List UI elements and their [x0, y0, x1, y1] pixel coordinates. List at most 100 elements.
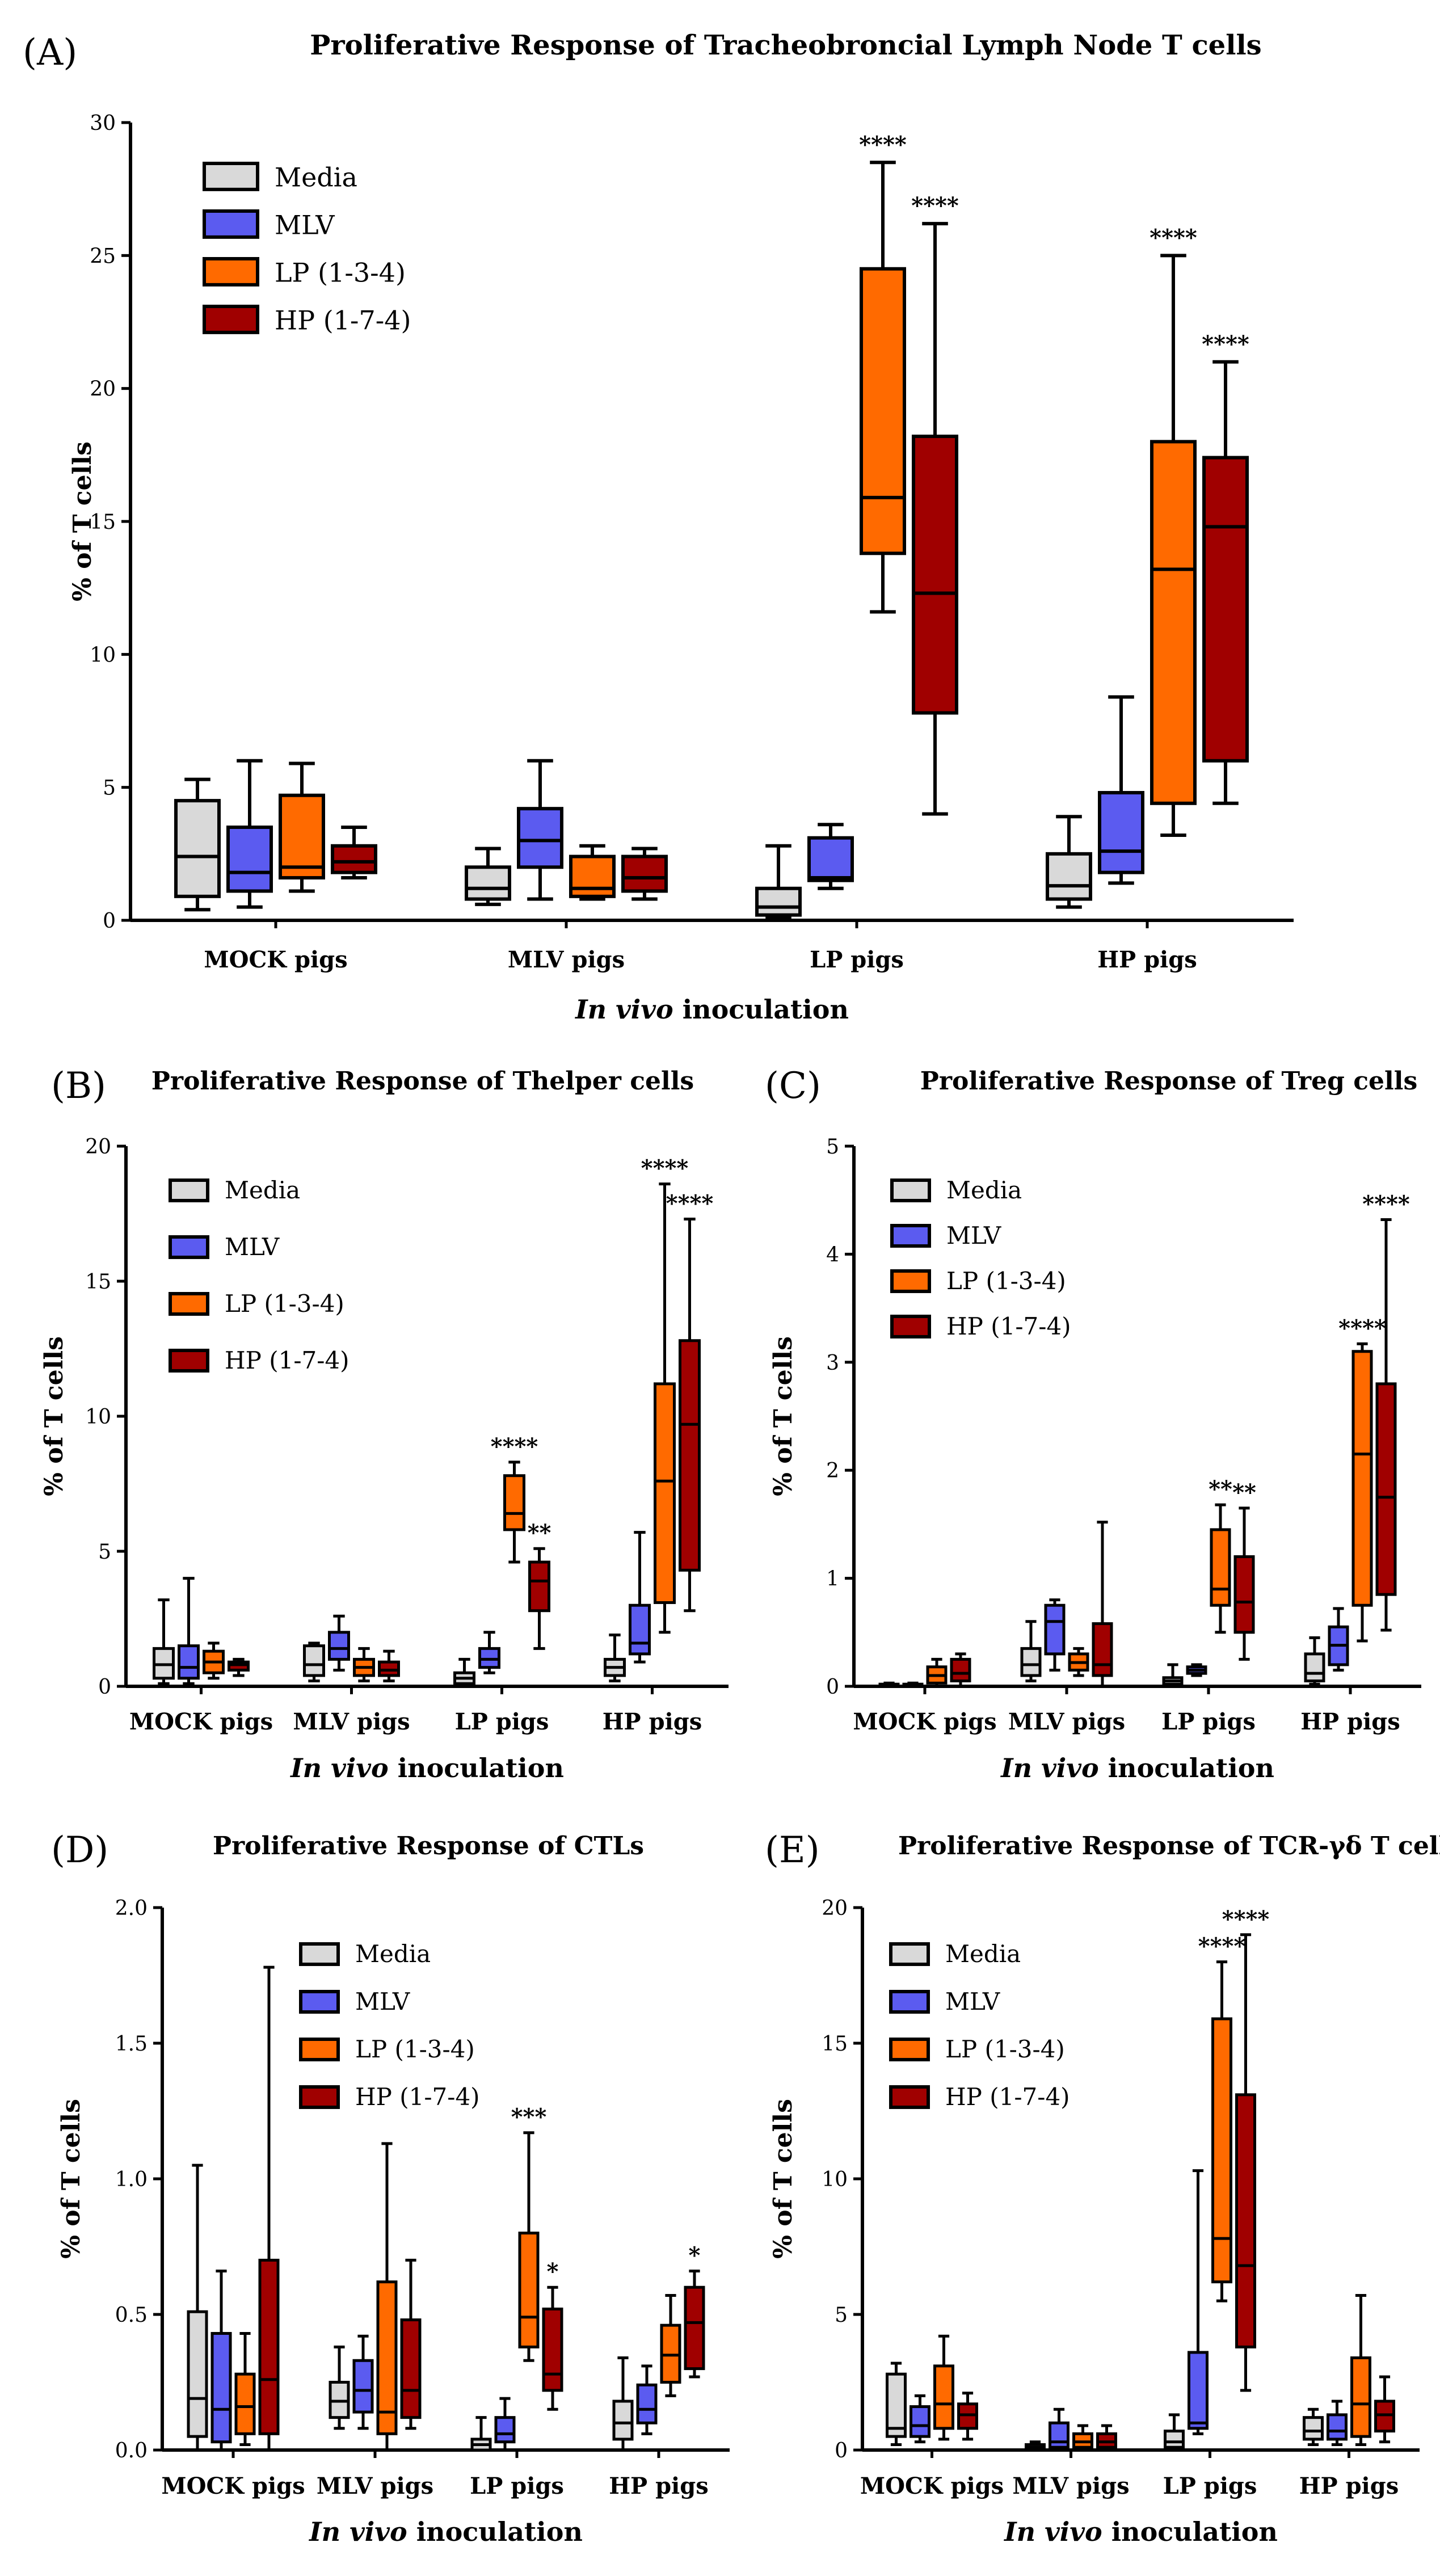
- box-lp-1-3-4: ****: [1198, 1933, 1246, 2303]
- box-mlv: [478, 1631, 500, 1674]
- legend-swatch: [889, 1942, 930, 1966]
- box-mlv: [352, 2334, 374, 2430]
- x-axis-label-rest: inoculation: [673, 994, 849, 1025]
- iqr-box: [1303, 2416, 1324, 2441]
- x-tick-label: HP pigs: [603, 1708, 702, 1735]
- iqr-box: [654, 1382, 676, 1604]
- box-hp-1-7-4: **: [1232, 1479, 1256, 1661]
- x-axis-label-rest: inoculation: [1102, 2516, 1278, 2547]
- box-lp-1-3-4: [1350, 2294, 1371, 2446]
- x-tick-label: HP pigs: [1299, 2473, 1399, 2499]
- x-axis-label-italic: In vivo: [1000, 1753, 1099, 1783]
- iqr-box: [1049, 2421, 1070, 2449]
- box-lp-1-3-4: [376, 2142, 398, 2452]
- iqr-box: [755, 886, 802, 917]
- legend-label: LP (1-3-4): [225, 1290, 344, 1318]
- panel-e: (E) Proliferative Response of TCR-γδ T ce…: [765, 1829, 1440, 2547]
- box-lp-1-3-4: **: [1209, 1476, 1232, 1634]
- box-media: [465, 847, 511, 906]
- box-hp-1-7-4: [400, 2258, 422, 2430]
- y-tick-label: 3: [826, 1352, 839, 1375]
- box-media: [1164, 2413, 1185, 2452]
- chart-title: Proliferative Response of Thelper cells: [151, 1067, 694, 1096]
- iqr-box: [1235, 2093, 1256, 2348]
- iqr-box: [226, 825, 273, 893]
- x-tick-label: MLV pigs: [293, 1708, 410, 1735]
- y-axis-label: % of T cells: [68, 441, 97, 601]
- x-tick-label: HP pigs: [1300, 1708, 1400, 1735]
- x-tick-label: MOCK pigs: [161, 2473, 305, 2499]
- box-media: [453, 1657, 475, 1687]
- y-tick-label: 1: [826, 1568, 839, 1591]
- x-tick-label: LP pigs: [810, 946, 904, 973]
- iqr-box: [910, 2405, 930, 2438]
- box-lp-1-3-4: [933, 2334, 954, 2441]
- significance-label: ****: [1198, 1933, 1246, 1960]
- box-mlv: [629, 1531, 651, 1664]
- iqr-box: [612, 2400, 634, 2441]
- box-hp-1-7-4: [1374, 2375, 1395, 2444]
- x-axis-label: In vivo inoculation: [574, 994, 849, 1025]
- legend: Media MLV LP (1-3-4) HP (1-7-4): [889, 1940, 1070, 2111]
- box-lp-1-3-4: ****: [641, 1155, 688, 1634]
- x-tick-label: HP pigs: [1097, 946, 1197, 973]
- legend: Media MLV LP (1-3-4) HP (1-7-4): [169, 1176, 350, 1374]
- significance-label: *: [547, 2258, 559, 2285]
- panel-letter: (B): [51, 1065, 106, 1107]
- box-hp-1-7-4: *: [684, 2242, 705, 2379]
- x-tick-label: MOCK pigs: [204, 946, 347, 973]
- legend-label: LP (1-3-4): [355, 2035, 475, 2063]
- legend-label: HP (1-7-4): [946, 1312, 1071, 1340]
- box-mlv: [1328, 1607, 1349, 1672]
- iqr-box: [303, 1644, 325, 1677]
- box-hp-1-7-4: ****: [1362, 1190, 1410, 1632]
- legend-swatch: [889, 2038, 930, 2061]
- x-axis-label: In vivo inoculation: [1003, 2516, 1278, 2547]
- box-mlv: [807, 823, 854, 890]
- iqr-box: [517, 807, 563, 869]
- iqr-box: [503, 1474, 525, 1531]
- significance-label: ****: [859, 131, 907, 158]
- legend-label: LP (1-3-4): [275, 258, 406, 288]
- iqr-box: [1020, 1647, 1042, 1677]
- box-mlv: [1098, 695, 1144, 885]
- legend-swatch: [299, 1942, 340, 1966]
- y-tick-label: 5: [98, 1540, 111, 1564]
- chart-title: Proliferative Response of Treg cells: [920, 1067, 1417, 1096]
- y-tick-label: 10: [85, 1405, 111, 1429]
- legend-label: MLV: [946, 1222, 1001, 1249]
- significance-label: ****: [666, 1190, 714, 1217]
- x-tick-label: MLV pigs: [317, 2473, 433, 2499]
- box-mlv: [226, 759, 273, 909]
- iqr-box: [1046, 852, 1092, 901]
- y-tick-label: 30: [90, 112, 116, 135]
- iqr-box: [1202, 456, 1249, 763]
- iqr-box: [569, 855, 616, 898]
- box-hp-1-7-4: [258, 1965, 280, 2452]
- box-mlv: [910, 2394, 930, 2444]
- box-hp-1-7-4: [1096, 2424, 1117, 2452]
- y-tick-label: 4: [826, 1243, 839, 1266]
- iqr-box: [494, 2416, 516, 2444]
- y-tick-label: 25: [90, 245, 116, 268]
- box-media: [329, 2345, 350, 2430]
- panel-c: (C) Proliferative Response of Treg cells 0…: [765, 1065, 1421, 1783]
- iqr-box: [629, 1603, 651, 1656]
- legend-label: HP (1-7-4): [275, 305, 411, 336]
- box-hp-1-7-4: [331, 825, 377, 880]
- legend-label: HP (1-7-4): [945, 2083, 1070, 2111]
- legend-label: Media: [355, 1940, 431, 1968]
- iqr-box: [376, 2280, 398, 2435]
- iqr-box: [279, 793, 325, 880]
- box-hp-1-7-4: ****: [911, 192, 959, 816]
- legend-label: Media: [946, 1176, 1022, 1204]
- legend-swatch: [203, 257, 259, 287]
- x-axis-label: In vivo inoculation: [308, 2516, 583, 2547]
- iqr-box: [684, 2285, 705, 2371]
- y-tick-label: 5: [103, 777, 116, 800]
- box-media: [878, 1681, 900, 1688]
- legend-swatch: [299, 2085, 340, 2109]
- panel-a: (A) Proliferative Response of Tracheobron…: [23, 30, 1294, 1025]
- legend-label: LP (1-3-4): [946, 1267, 1066, 1295]
